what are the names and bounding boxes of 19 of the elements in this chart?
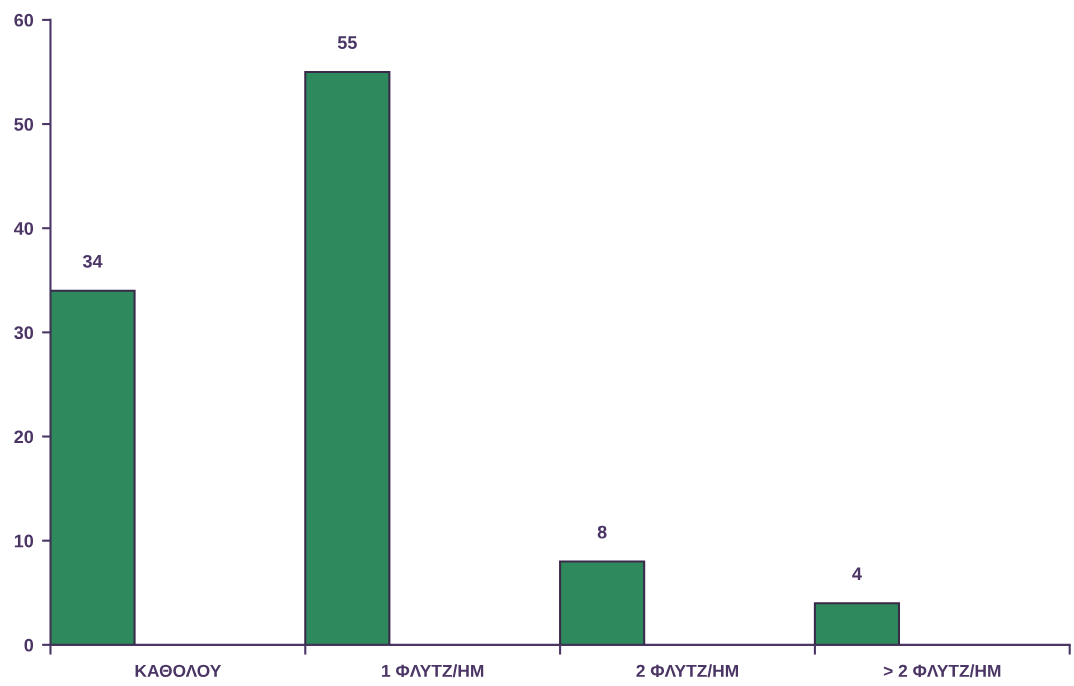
y-tick-label: 40 [14,222,34,235]
x-tick-label: 2 ΦΛΥΤΖ/ΗΜ [636,664,738,678]
y-tick-label: 20 [14,430,34,444]
data-label: 34 [82,254,103,268]
bar [50,289,136,645]
bar [813,602,901,645]
y-tick-label: 60 [14,13,34,27]
x-tick-label: > 2 ΦΛΥΤΖ/ΗΜ [883,664,1001,678]
bar [559,560,646,645]
x-tick-label: ΚΑΘΟΛΟΥ [135,664,222,678]
data-label: 8 [597,525,607,539]
x-tick-label: 1 ΦΛΥΤΖ/ΗΜ [382,664,484,678]
data-label: 4 [852,567,862,580]
bar [304,70,391,645]
y-tick-label: 10 [14,534,34,548]
y-tick-label: 0 [24,638,34,652]
data-label: 55 [337,36,357,49]
y-tick-label: 50 [14,117,34,131]
y-tick-label: 30 [14,326,34,340]
